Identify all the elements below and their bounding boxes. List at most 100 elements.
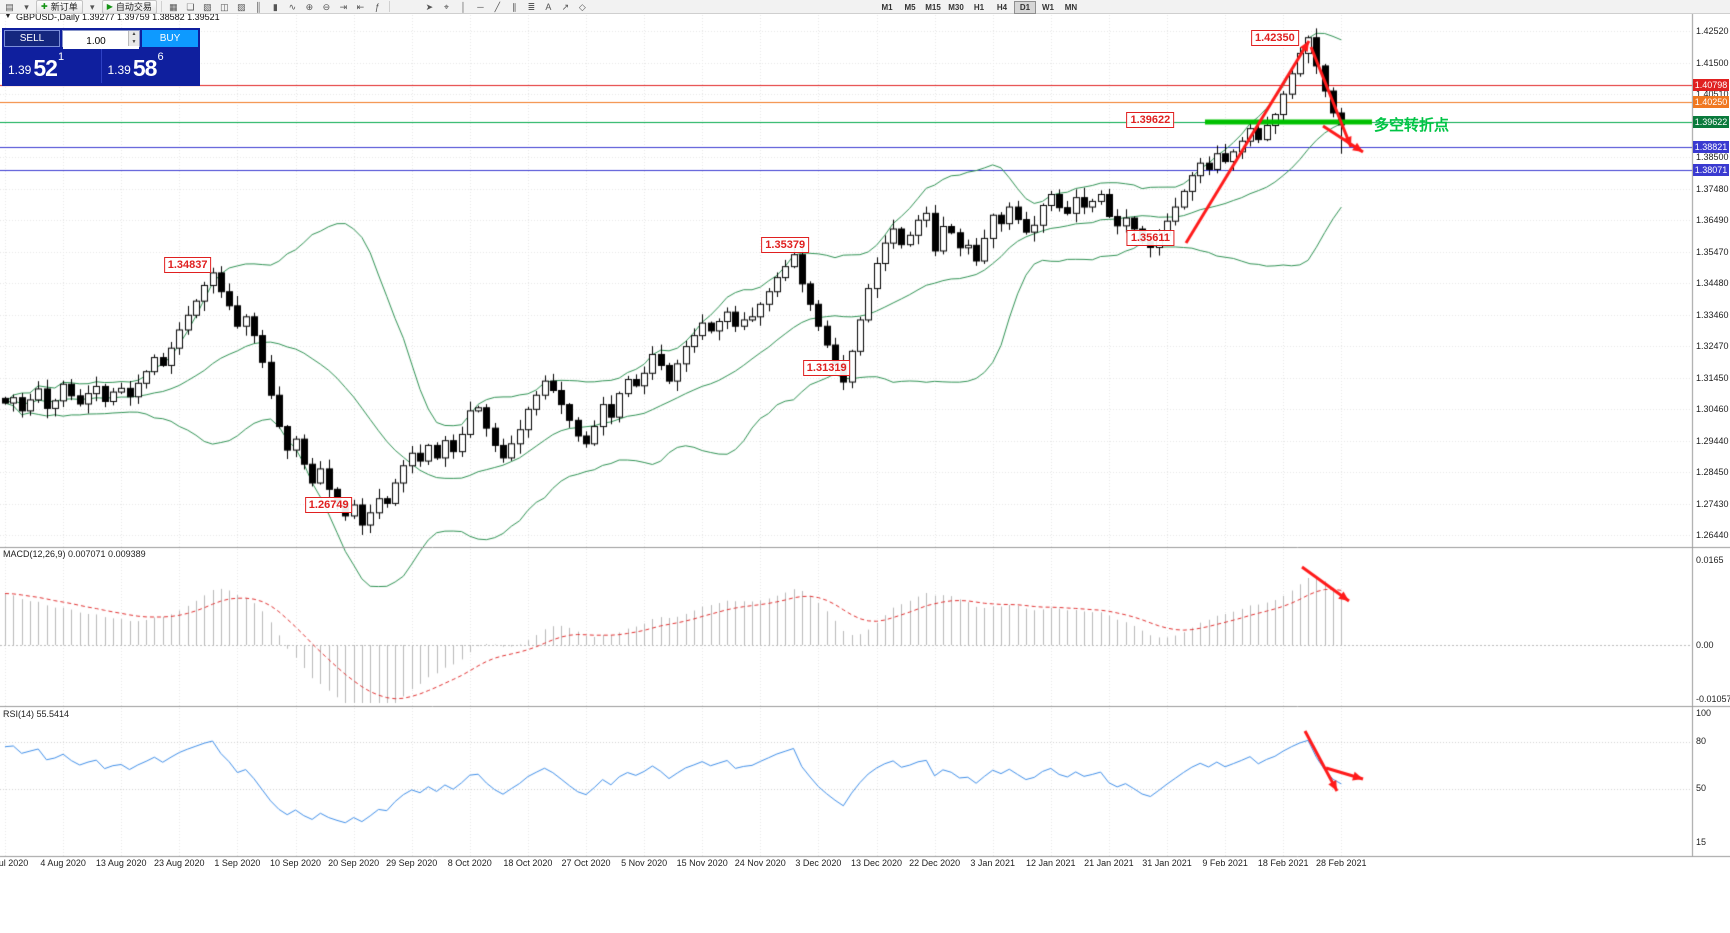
date-label: 27 Oct 2020 [561,858,611,868]
price-tick-label: 1.35470 [1696,246,1729,257]
auto-scroll-icon[interactable]: ⇥ [339,1,348,12]
date-label: 8 Oct 2020 [447,858,492,868]
cursor-icon[interactable]: ➤ [425,1,434,12]
toolbar-separator [160,1,162,12]
symbol-ohlc-label: GBPUSD-,Daily 1.39277 1.39759 1.38582 1.… [16,12,220,22]
candlestick-chart-icon[interactable]: ▮ [272,1,278,12]
zoom-out-icon[interactable]: ⊖ [322,1,331,12]
date-label: 20 Sep 2020 [328,858,380,868]
rsi-label: RSI(14) 55.5414 [3,709,70,719]
bar-chart-icon[interactable]: ║ [255,1,262,12]
buy-button[interactable]: BUY [142,30,198,47]
indicators-icon[interactable]: ƒ [374,1,380,12]
crosshair-icon[interactable]: ⌖ [443,1,449,12]
price-callout: 1.39622 [1126,111,1175,128]
horizontal-line-icon[interactable]: ─ [477,1,484,12]
date-label: 13 Dec 2020 [850,858,903,868]
profiles-dropdown-icon[interactable]: ▾ [24,1,29,12]
price-tick-label: 1.26440 [1696,530,1729,541]
shapes-icon[interactable]: ◇ [578,1,586,12]
price-callout: 1.31319 [802,359,851,376]
date-label: 18 Feb 2021 [1257,858,1309,868]
auto-trading-button[interactable]: ▶ 自动交易 [101,0,157,14]
timeframe-button-m1[interactable]: M1 [881,3,893,12]
price-tick-label: 1.27430 [1696,499,1729,510]
macd-label: MACD(12,26,9) 0.007071 0.009389 [3,549,146,559]
new-order-plus-icon: ✚ [41,2,48,11]
fibonacci-icon[interactable]: ≣ [527,1,536,12]
timeframe-group: M1 M5 M15 M30 H1 H4 D1 W1 MN [876,1,1082,14]
date-label: 3 Jan 2021 [970,858,1015,868]
text-label-icon[interactable]: A [545,1,552,12]
price-badge: 1.40250 [1693,96,1729,108]
rsi-scale-label: 80 [1696,736,1707,747]
date-label: 24 Nov 2020 [734,858,786,868]
volume-down-icon[interactable]: ▼ [131,38,137,45]
new-order-button[interactable]: ✚ 新订单 [36,0,83,14]
timeframe-button-m30[interactable]: M30 [948,3,964,12]
toolbar: M1 M5 M15 M30 H1 H4 D1 W1 MN ▤ ▾ ✚ 新订单 ▾ ▶ 自动交易 ▦ ❏ ▧ ◫ ▨ ║ ▮… [0,0,1730,14]
date-label: 15 Nov 2020 [676,858,728,868]
macd-scale-label: 0.00 [1696,640,1714,650]
chart-canvas[interactable] [0,0,1730,872]
vertical-line-icon[interactable]: │ [460,1,467,12]
price-badge: 1.40798 [1693,78,1729,91]
timeframe-button-d1[interactable]: D1 [1014,1,1036,14]
timeframe-button-h1[interactable]: H1 [973,3,985,12]
timeframe-button-mn[interactable]: MN [1064,3,1078,12]
timeframe-button-h4[interactable]: H4 [996,3,1008,12]
buy-price-display: 1.39 58 6 [100,47,201,83]
date-label: 1 Sep 2020 [214,858,261,868]
new-chart-icon[interactable]: ▤ [5,1,14,12]
sell-price-pips: 52 [33,55,58,81]
sell-button[interactable]: SELL [4,30,60,47]
price-tick-label: 1.40510 [1696,88,1729,99]
timeframe-button-m5[interactable]: M5 [904,3,916,12]
date-label: 12 Jan 2021 [1026,858,1076,868]
price-callout: 1.42350 [1251,30,1299,47]
price-tick-label: 1.32470 [1696,340,1729,351]
one-click-trading-panel: SELL ▲ ▼ BUY 1.39 52 1 1.39 58 6 [2,28,200,86]
volume-input[interactable] [63,34,139,49]
date-label: 9 Feb 2021 [1202,858,1248,868]
price-badge: 1.38071 [1693,164,1729,177]
chart-collapse-icon[interactable]: ▼ [4,11,12,20]
price-tick-label: 1.33460 [1696,309,1729,320]
chart-shift-icon[interactable]: ⇤ [356,1,365,12]
line-chart-icon[interactable]: ∿ [288,1,297,12]
zoom-in-icon[interactable]: ⊕ [305,1,314,12]
price-tick-label: 1.30460 [1696,404,1729,415]
price-tick-label: 1.37480 [1696,183,1729,194]
market-watch-icon[interactable]: ▦ [169,1,178,12]
rsi-scale-label: 50 [1696,782,1707,793]
rsi-scale-label: 100 [1696,708,1712,718]
volume-up-icon[interactable]: ▲ [131,31,137,37]
equidistant-channel-icon[interactable]: ∥ [512,1,517,12]
rsi-scale-label: 15 [1696,837,1707,847]
buy-price-pips: 58 [132,55,158,81]
terminal-icon[interactable]: ◫ [220,1,229,12]
order-dropdown-icon[interactable]: ▾ [89,1,95,12]
date-label: 21 Jan 2021 [1084,858,1134,868]
date-label: 29 Sep 2020 [386,858,438,868]
price-badge: 1.39622 [1693,115,1729,128]
price-tick-label: 1.41500 [1696,57,1729,68]
new-order-label: 新订单 [50,2,78,12]
date-label: 4 Aug 2020 [40,858,86,868]
price-badge: 1.38821 [1693,140,1729,153]
date-label: 23 Aug 2020 [154,858,205,868]
data-window-icon[interactable]: ❏ [186,1,195,12]
macd-scale-label: 0.0165 [1696,555,1724,566]
volume-spinner: ▲ ▼ [128,31,139,46]
trendline-icon[interactable]: ╱ [494,1,501,12]
navigator-icon[interactable]: ▧ [203,1,212,12]
price-tick-label: 1.31450 [1696,372,1729,383]
timeframe-button-w1[interactable]: W1 [1042,3,1054,12]
timeframe-button-m15[interactable]: M15 [925,3,941,12]
buy-price-point: 6 [157,51,164,63]
sell-price-major: 1.39 [8,63,32,77]
strategy-tester-icon[interactable]: ▨ [237,1,246,12]
arrows-icon[interactable]: ↗ [561,1,570,12]
sell-price-display: 1.39 52 1 [2,47,101,83]
